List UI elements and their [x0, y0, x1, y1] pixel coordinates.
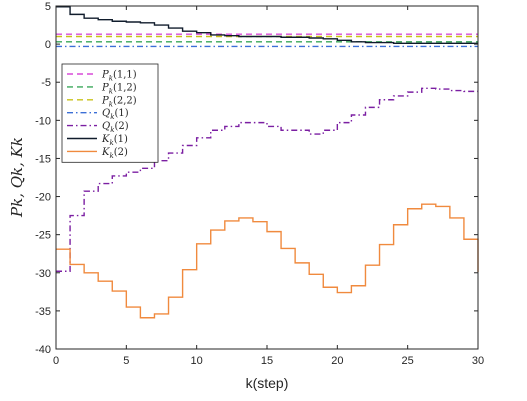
y-tick-label: -10	[35, 115, 51, 127]
x-tick-label: 30	[472, 355, 484, 367]
y-tick-label: -25	[35, 230, 51, 242]
series-line-5	[56, 87, 478, 272]
y-tick-label: -35	[35, 306, 51, 318]
y-tick-label: 5	[45, 1, 51, 13]
x-tick-label: 0	[53, 355, 59, 367]
y-tick-label: 0	[45, 39, 51, 51]
y-axis-label: Pk, Qk, Kk	[8, 137, 26, 218]
legend-label: Kk(2)	[101, 147, 128, 160]
y-tick-label: -30	[35, 268, 51, 280]
y-tick-label: -40	[35, 344, 51, 356]
ticks-layer: 0 5 10 15 20 25 30 5 0 -5 -10 -15 -20 -25 -30 -35 -40	[35, 1, 484, 367]
x-axis-label: k(step)	[246, 375, 289, 391]
plot-background	[56, 6, 478, 349]
y-tick-label: -15	[35, 153, 51, 165]
y-tick-label: -5	[41, 77, 51, 89]
x-tick-label: 20	[331, 355, 343, 367]
series-line-7	[56, 203, 479, 319]
x-tick-label: 25	[402, 355, 414, 367]
y-tick-label: -20	[35, 192, 51, 204]
legend-label: Qk(2)	[102, 121, 129, 134]
legend: Pk(1,1)Pk(1,2)Pk(2,2)Qk(1)Qk(2)Kk(1)Kk(2…	[61, 63, 159, 163]
legend-label: Pk(1,1)	[101, 70, 137, 83]
legend-label: Kk(1)	[101, 134, 128, 147]
legend-label: Qk(1)	[102, 108, 129, 121]
legend-box	[61, 63, 159, 163]
legend-label: Pk(2,2)	[101, 95, 137, 108]
series-line-6	[56, 6, 478, 45]
x-tick-label: 5	[123, 355, 129, 367]
x-tick-label: 15	[261, 355, 273, 367]
x-tick-label: 10	[191, 355, 203, 367]
legend-label: Pk(1,2)	[101, 82, 137, 95]
series-layer	[56, 6, 479, 319]
